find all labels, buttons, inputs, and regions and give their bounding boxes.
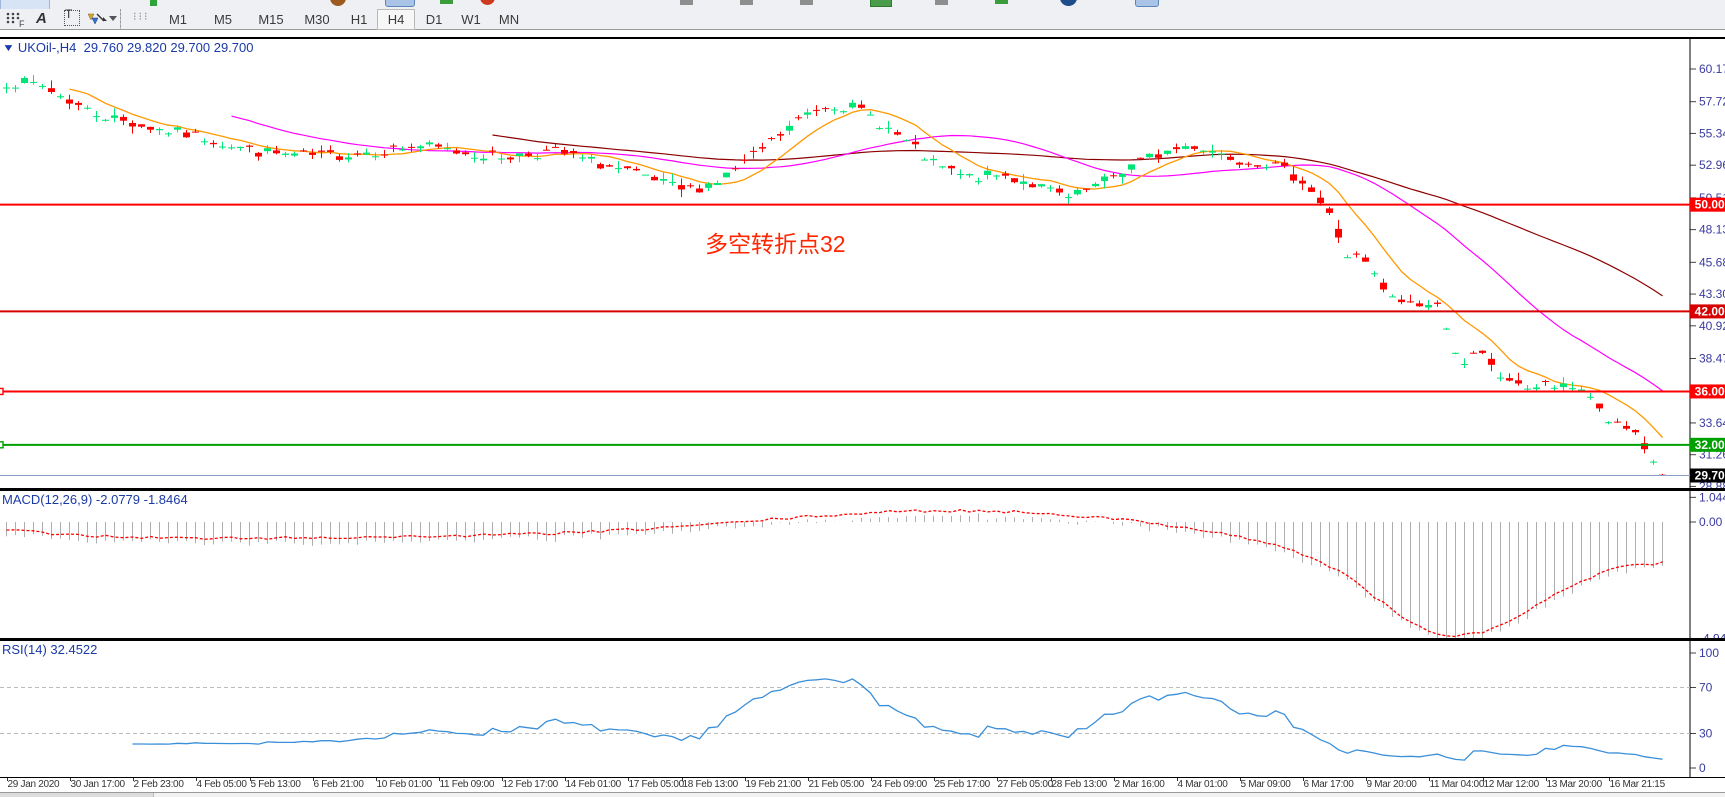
svg-text:48.130: 48.130 (1699, 223, 1725, 237)
svg-text:-4.9417: -4.9417 (1699, 632, 1725, 639)
svg-text:45.680: 45.680 (1699, 255, 1725, 269)
svg-text:0: 0 (1699, 761, 1706, 775)
svg-text:38.470: 38.470 (1699, 352, 1725, 366)
svg-text:36.000: 36.000 (1695, 384, 1725, 398)
svg-text:42.000: 42.000 (1695, 304, 1725, 318)
svg-text:52.960: 52.960 (1699, 158, 1725, 172)
svg-text:57.720: 57.720 (1699, 95, 1725, 109)
svg-text:1.0446: 1.0446 (1699, 491, 1725, 504)
svg-text:29.700: 29.700 (1695, 469, 1725, 483)
svg-text:100: 100 (1699, 646, 1719, 660)
svg-text:50.000: 50.000 (1695, 198, 1725, 212)
svg-text:30: 30 (1699, 727, 1713, 741)
svg-text:33.640: 33.640 (1699, 416, 1725, 430)
svg-text:32.000: 32.000 (1695, 438, 1725, 452)
svg-text:0.00: 0.00 (1699, 515, 1723, 529)
svg-text:60.170: 60.170 (1699, 62, 1725, 76)
svg-text:55.340: 55.340 (1699, 126, 1725, 140)
svg-text:70: 70 (1699, 681, 1713, 695)
svg-text:多空转折点32: 多空转折点32 (705, 231, 846, 257)
svg-text:40.920: 40.920 (1699, 319, 1725, 333)
svg-text:43.300: 43.300 (1699, 287, 1725, 301)
svg-text:F: F (19, 19, 25, 27)
